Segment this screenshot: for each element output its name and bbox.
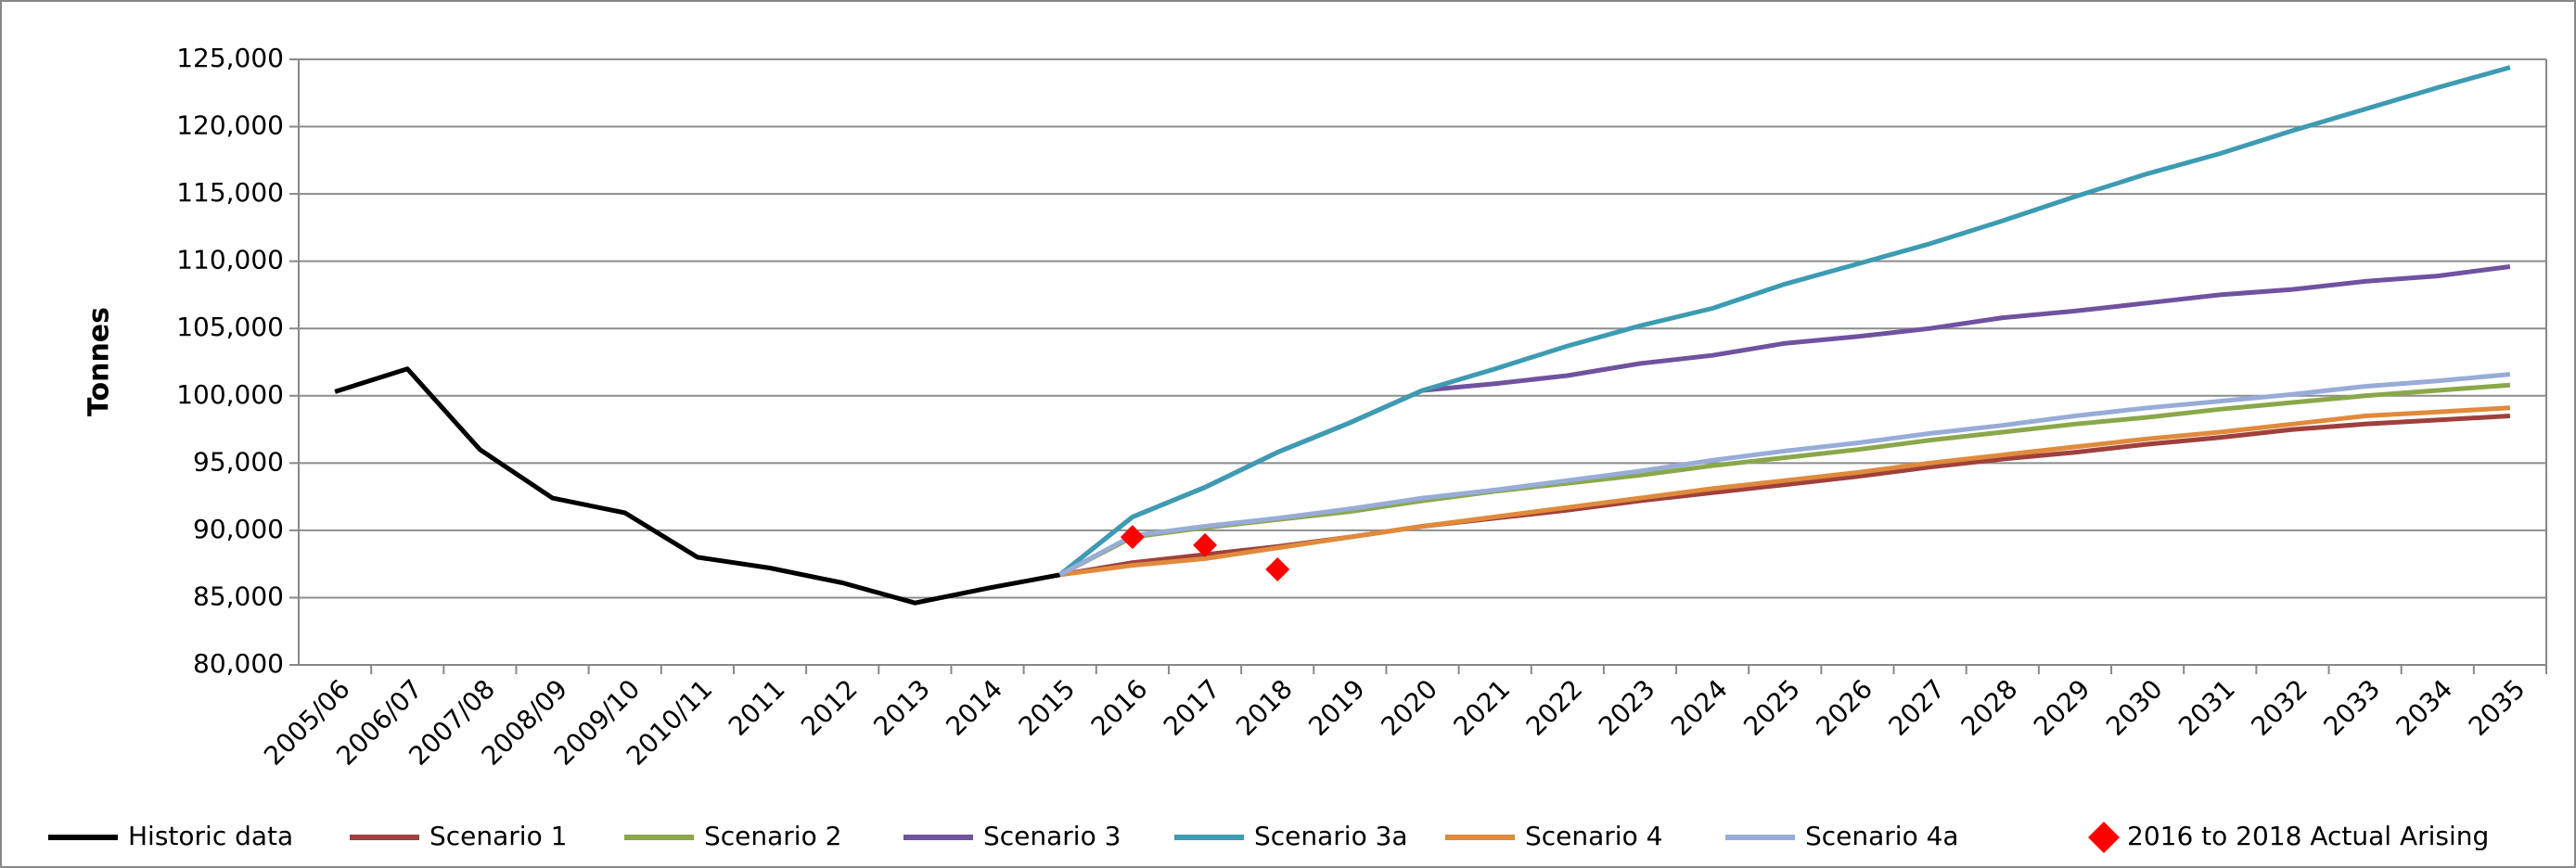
legend-label: Scenario 2 [704, 821, 841, 851]
y-tick-label: 85,000 [193, 581, 284, 611]
y-axis-title: Tonnes [83, 307, 116, 416]
legend-label: Historic data [128, 821, 293, 851]
y-tick-label: 100,000 [176, 379, 284, 410]
legend-label: Scenario 3 [983, 821, 1121, 851]
legend-label: Scenario 4 [1525, 821, 1662, 851]
y-tick-label: 110,000 [176, 245, 284, 275]
series-line [1059, 405, 2511, 578]
series-line [334, 366, 1061, 606]
legend-label: Scenario 4a [1805, 821, 1959, 851]
y-tick-label: 120,000 [176, 110, 284, 141]
legend-label: Scenario 1 [429, 821, 567, 851]
series-line [1058, 372, 2511, 578]
y-tick-label: 105,000 [176, 312, 284, 342]
data-point [1120, 525, 1145, 550]
series-line [1058, 65, 2511, 577]
y-tick-label: 90,000 [193, 514, 284, 544]
y-tick-label: 80,000 [193, 648, 284, 679]
data-point [1265, 556, 1290, 581]
legend-label: Scenario 3a [1254, 821, 1408, 851]
y-tick-label: 125,000 [176, 43, 284, 73]
legend-marker [2088, 822, 2120, 853]
legend-label: 2016 to 2018 Actual Arising [2127, 821, 2489, 851]
y-tick-label: 115,000 [176, 177, 284, 208]
data-point [1193, 532, 1218, 557]
y-tick-label: 95,000 [193, 446, 284, 477]
